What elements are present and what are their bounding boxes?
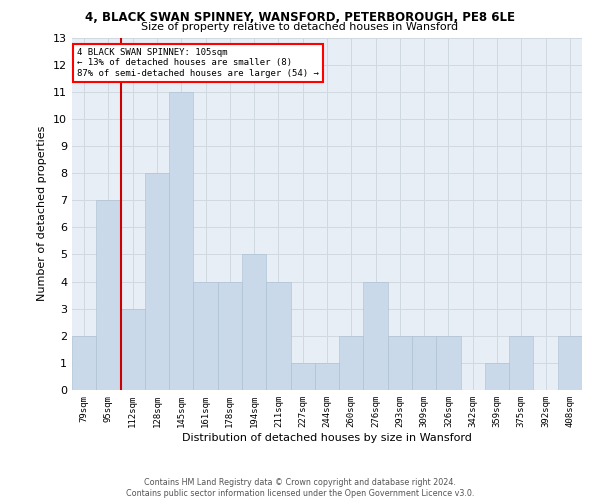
Bar — [266, 282, 290, 390]
Bar — [72, 336, 96, 390]
Bar — [121, 308, 145, 390]
Text: Size of property relative to detached houses in Wansford: Size of property relative to detached ho… — [142, 22, 458, 32]
Y-axis label: Number of detached properties: Number of detached properties — [37, 126, 47, 302]
Bar — [145, 173, 169, 390]
Bar — [558, 336, 582, 390]
Text: 4, BLACK SWAN SPINNEY, WANSFORD, PETERBOROUGH, PE8 6LE: 4, BLACK SWAN SPINNEY, WANSFORD, PETERBO… — [85, 11, 515, 24]
Bar — [218, 282, 242, 390]
Bar — [242, 254, 266, 390]
Bar — [364, 282, 388, 390]
Text: 4 BLACK SWAN SPINNEY: 105sqm
← 13% of detached houses are smaller (8)
87% of sem: 4 BLACK SWAN SPINNEY: 105sqm ← 13% of de… — [77, 48, 319, 78]
Bar — [315, 363, 339, 390]
Text: Contains HM Land Registry data © Crown copyright and database right 2024.
Contai: Contains HM Land Registry data © Crown c… — [126, 478, 474, 498]
X-axis label: Distribution of detached houses by size in Wansford: Distribution of detached houses by size … — [182, 432, 472, 442]
Bar — [509, 336, 533, 390]
Bar — [436, 336, 461, 390]
Bar — [388, 336, 412, 390]
Bar — [339, 336, 364, 390]
Bar — [169, 92, 193, 390]
Bar — [290, 363, 315, 390]
Bar — [485, 363, 509, 390]
Bar — [96, 200, 121, 390]
Bar — [193, 282, 218, 390]
Bar — [412, 336, 436, 390]
